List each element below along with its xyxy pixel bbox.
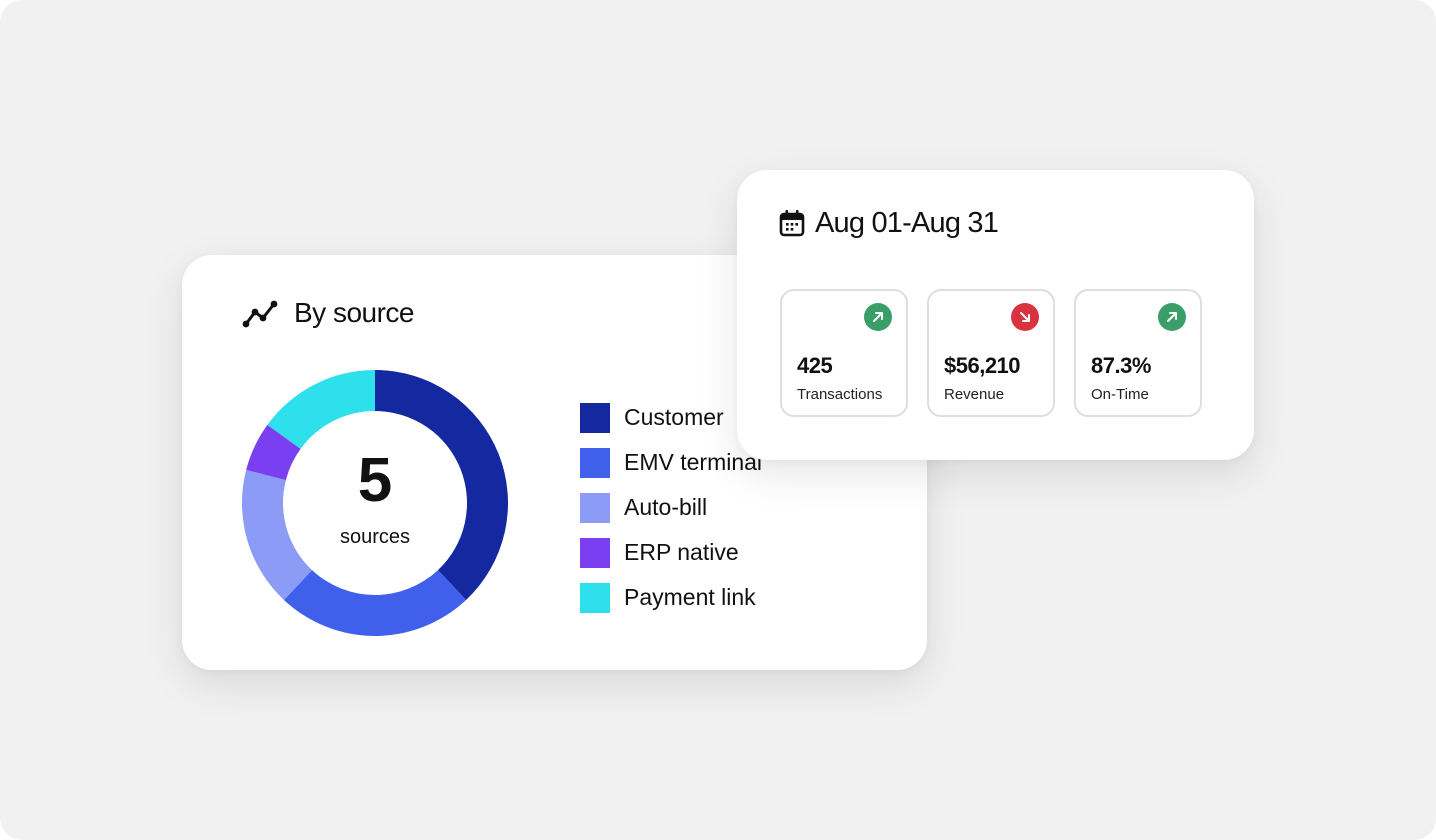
date-stats-card: Aug 01-Aug 31 425 Transactions $56,210 R… bbox=[737, 170, 1254, 460]
legend-swatch bbox=[580, 582, 610, 613]
date-range-header[interactable]: Aug 01-Aug 31 bbox=[779, 203, 999, 243]
arrow-down-right-icon bbox=[1011, 303, 1039, 331]
legend-swatch bbox=[580, 537, 610, 568]
legend-label: Auto-bill bbox=[624, 494, 708, 520]
legend-item-payment-link[interactable]: Payment link bbox=[580, 575, 762, 620]
source-count-caption: sources bbox=[339, 525, 411, 548]
donut-chart: 5 sources bbox=[242, 370, 508, 636]
donut-center: 5 sources bbox=[242, 370, 508, 636]
stat-tile-on-time[interactable]: 87.3% On-Time bbox=[1074, 289, 1202, 417]
stat-value: 425 bbox=[797, 353, 833, 378]
stat-label: Revenue bbox=[944, 386, 1005, 403]
by-source-header: By source bbox=[242, 295, 415, 331]
stat-tile-revenue[interactable]: $56,210 Revenue bbox=[927, 289, 1055, 417]
legend-label: EMV terminal bbox=[624, 449, 763, 475]
donut-chart-svg bbox=[242, 370, 508, 636]
arrow-up-right-icon bbox=[1158, 303, 1186, 331]
legend-swatch bbox=[580, 447, 610, 478]
legend-swatch bbox=[580, 492, 610, 523]
stat-label: Transactions bbox=[797, 386, 883, 403]
donut-slice-erp-native[interactable] bbox=[246, 424, 301, 481]
stat-label: On-Time bbox=[1091, 386, 1149, 403]
legend-item-customer[interactable]: Customer bbox=[580, 395, 762, 440]
by-source-title: By source bbox=[294, 297, 415, 328]
arrow-up-right-icon bbox=[864, 303, 892, 331]
legend-swatch bbox=[580, 402, 610, 433]
donut-slice-payment-link[interactable] bbox=[267, 370, 375, 449]
chart-legend: Customer EMV terminal Auto-bill ERP native P… bbox=[580, 395, 762, 620]
calendar-icon bbox=[779, 210, 805, 237]
date-range-label: Aug 01-Aug 31 bbox=[815, 206, 999, 239]
legend-item-erp-native[interactable]: ERP native bbox=[580, 530, 762, 575]
donut-slice-auto-bill[interactable] bbox=[242, 469, 313, 600]
stat-tile-transactions[interactable]: 425 Transactions bbox=[780, 289, 908, 417]
stat-value: 87.3% bbox=[1091, 353, 1151, 378]
legend-label: Customer bbox=[624, 404, 724, 430]
stat-tiles: 425 Transactions $56,210 Revenue 87.3% O… bbox=[780, 289, 1202, 417]
legend-item-emv-terminal[interactable]: EMV terminal bbox=[580, 440, 762, 485]
legend-label: ERP native bbox=[624, 539, 739, 565]
legend-label: Payment link bbox=[624, 584, 756, 610]
donut-slice-customer[interactable] bbox=[375, 370, 508, 600]
source-count: 5 bbox=[357, 445, 393, 515]
stat-value: $56,210 bbox=[944, 353, 1021, 378]
donut-slice-emv-terminal[interactable] bbox=[283, 570, 467, 636]
legend-item-auto-bill[interactable]: Auto-bill bbox=[580, 485, 762, 530]
trend-line-icon bbox=[242, 300, 278, 328]
